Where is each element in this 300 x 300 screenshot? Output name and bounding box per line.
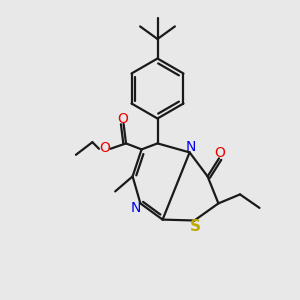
Text: O: O [99, 141, 110, 155]
Text: N: N [131, 201, 141, 214]
Text: N: N [186, 140, 196, 154]
Text: O: O [214, 146, 225, 160]
Text: O: O [118, 112, 128, 126]
Text: S: S [190, 219, 200, 234]
